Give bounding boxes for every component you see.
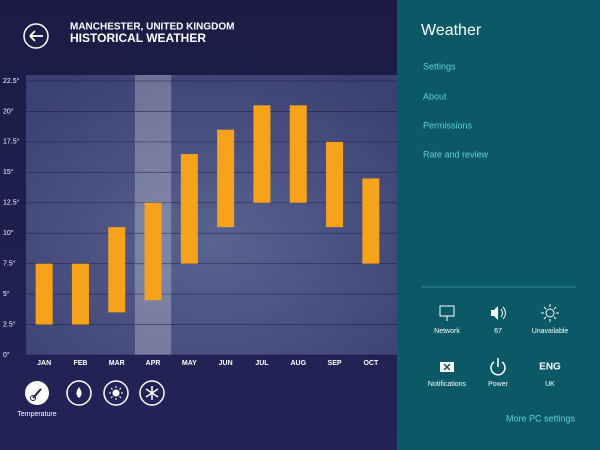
chart: 0° 2.5° 5° 7.5° 10° 12.5° 15° 17.5° 20° 22.5° JAN F… bbox=[3, 75, 397, 367]
tile-label: 67 bbox=[494, 328, 502, 335]
x-tick-label: JAN bbox=[37, 360, 51, 367]
range-bar bbox=[289, 105, 307, 203]
x-tick-label: MAR bbox=[109, 360, 125, 367]
range-bar bbox=[180, 154, 198, 264]
rate-link[interactable]: Rate and review bbox=[423, 149, 489, 159]
permissions-link[interactable]: Permissions bbox=[423, 120, 473, 130]
settings-link[interactable]: Settings bbox=[423, 61, 456, 71]
tile-label: Network bbox=[434, 328, 460, 335]
y-tick-label: 2.5° bbox=[3, 320, 16, 328]
x-tick-label: OCT bbox=[363, 360, 379, 367]
x-tick-label: JUN bbox=[219, 360, 233, 367]
range-bar bbox=[253, 105, 271, 203]
rain-button[interactable] bbox=[66, 380, 92, 406]
power-tile[interactable]: Power bbox=[488, 358, 509, 388]
brightness-tile[interactable]: Unavailable bbox=[532, 304, 569, 335]
x-tick-label: MAY bbox=[182, 360, 197, 367]
y-tick-label: 12.5° bbox=[3, 199, 20, 207]
network-tile[interactable]: Network bbox=[434, 305, 460, 335]
tile-label: Notifications bbox=[428, 381, 467, 388]
keyboard-tile[interactable]: ENG UK bbox=[539, 362, 561, 388]
y-tick-label: 20° bbox=[3, 107, 14, 115]
more-settings-link[interactable]: More PC settings bbox=[506, 413, 576, 423]
range-bar bbox=[35, 263, 53, 325]
view-buttons: Temperature bbox=[17, 380, 165, 418]
y-tick-label: 17.5° bbox=[3, 138, 20, 146]
y-tick-label: 5° bbox=[3, 290, 10, 298]
location: MANCHESTER, UNITED KINGDOM bbox=[70, 22, 234, 33]
range-bar bbox=[108, 227, 126, 313]
panel-title: Weather bbox=[421, 22, 482, 39]
range-bar bbox=[362, 178, 380, 264]
tile-label: Unavailable bbox=[532, 328, 569, 335]
range-bar bbox=[144, 202, 162, 301]
tile-label: UK bbox=[545, 381, 555, 388]
y-tick-label: 22.5° bbox=[3, 77, 20, 85]
x-tick-label: SEP bbox=[328, 360, 342, 367]
page-title: HISTORICAL WEATHER bbox=[70, 31, 206, 45]
y-tick-label: 7.5° bbox=[3, 260, 16, 268]
y-tick-label: 0° bbox=[3, 351, 10, 359]
temperature-button[interactable] bbox=[25, 381, 49, 405]
x-tick-label: APR bbox=[146, 360, 161, 367]
x-tick-label: AUG bbox=[290, 360, 306, 367]
x-tick-label: FEB bbox=[73, 360, 87, 367]
range-bar bbox=[217, 129, 235, 228]
back-button[interactable] bbox=[23, 23, 49, 49]
tile-label: Power bbox=[488, 381, 509, 388]
x-tick-label: JUL bbox=[255, 360, 269, 367]
about-link[interactable]: About bbox=[423, 91, 447, 101]
snow-button[interactable] bbox=[139, 380, 165, 406]
range-bar bbox=[71, 263, 89, 325]
language-code: ENG bbox=[539, 362, 561, 373]
range-bar bbox=[326, 141, 344, 228]
y-tick-label: 10° bbox=[3, 229, 14, 237]
y-tick-label: 15° bbox=[3, 168, 14, 176]
notifications-tile[interactable]: Notifications bbox=[428, 362, 467, 388]
volume-tile[interactable]: 67 bbox=[491, 306, 506, 335]
sun-button[interactable] bbox=[103, 380, 129, 406]
selected-view-label: Temperature bbox=[17, 411, 56, 418]
